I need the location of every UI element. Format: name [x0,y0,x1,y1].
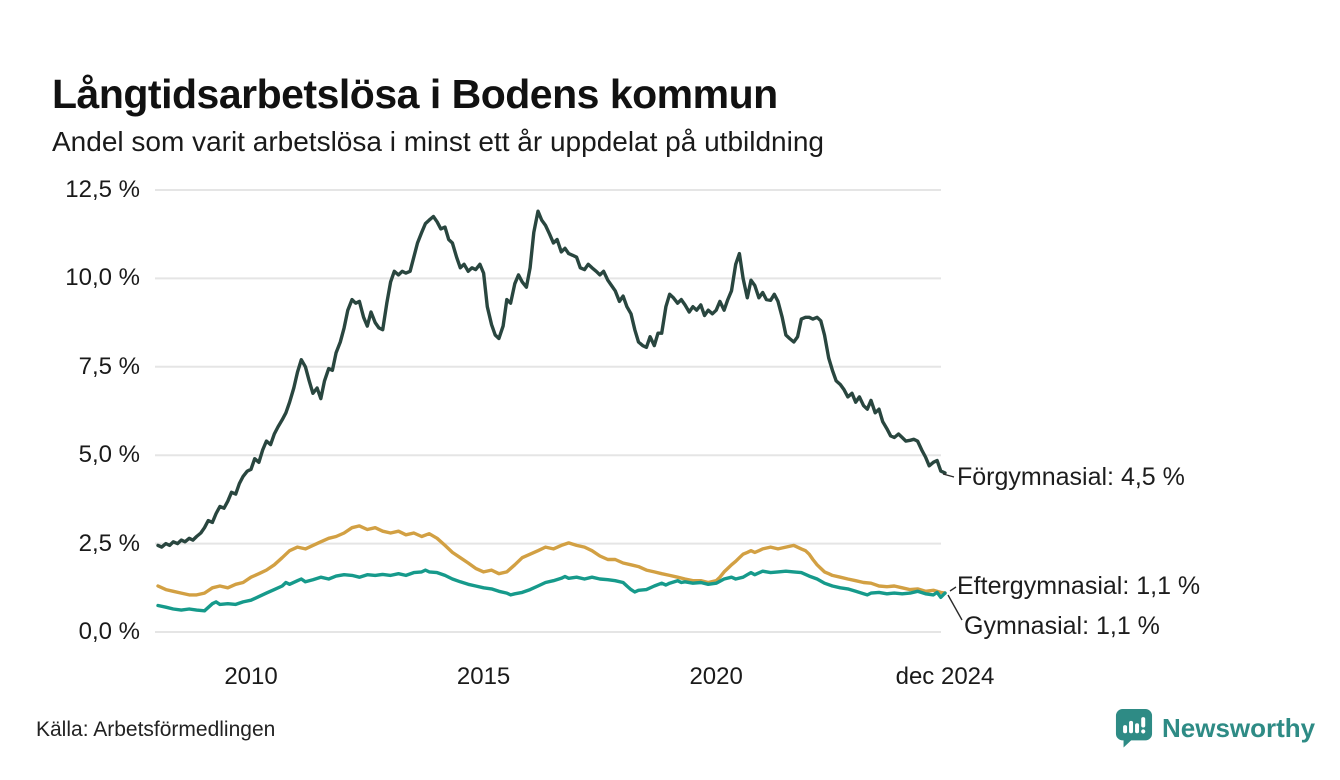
x-axis-tick-2010: 2010 [224,663,278,690]
x-axis-tick-dec-2024: dec 2024 [895,663,995,690]
series-end-label-eftergymnasial: Eftergymnasial: 1,1 % [957,572,1201,600]
series-line-eftergymnasial [156,524,947,597]
source-note: Källa: Arbetsförmedlingen [36,718,276,741]
label-connector-gymnasial [947,594,963,621]
series-line-forgymnasial [156,209,947,549]
y-axis-tick-2-5: 2,5 % [78,529,140,557]
chart-subtitle: Andel som varit arbetslösa i minst ett å… [52,126,824,157]
gridlines [155,189,941,633]
series-line-gymnasial [156,568,947,613]
y-axis-tick-0-0: 0,0 % [78,618,140,645]
y-axis-tick-5-0: 5,0 % [78,441,140,469]
x-axis-tick-2020: 2020 [689,663,743,690]
newsworthy-logo: Newsworthy [1115,708,1315,748]
series-end-label-forgymnasial: Förgymnasial: 4,5 % [957,463,1185,491]
label-connectors [942,473,963,621]
label-connector-eftergymnasial [949,586,957,592]
y-axis-tick-7-5: 7,5 % [78,352,140,380]
newsworthy-brand-name: Newsworthy [1162,713,1316,743]
page-title: Långtidsarbetslösa i Bodens kommun [52,71,778,118]
bar-chart-speech-bubble-icon [1115,709,1153,748]
series-end-label-gymnasial: Gymnasial: 1,1 % [964,612,1160,640]
y-axis-tick-12-5: 12,5 % [65,176,140,203]
series-lines [156,209,947,613]
y-axis-tick-10-0: 10,0 % [65,264,140,292]
x-axis-tick-2015: 2015 [456,663,511,690]
label-connector-forgymnasial [942,473,955,478]
